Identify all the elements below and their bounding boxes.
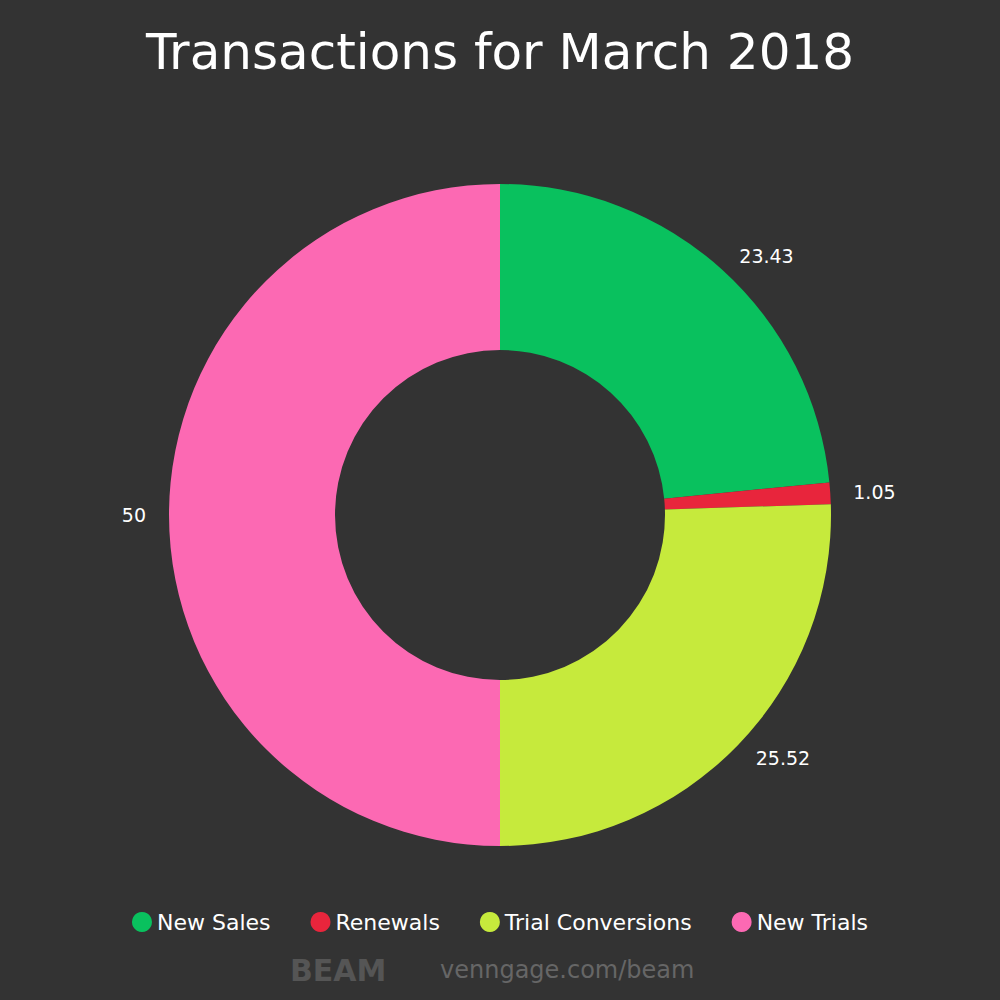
svg-text:1.05: 1.05 [853,481,895,503]
svg-text:BEAM: BEAM [290,953,386,988]
svg-text:Trial Conversions: Trial Conversions [504,910,692,935]
svg-text:venngage.com/beam: venngage.com/beam [440,956,694,984]
svg-text:New Trials: New Trials [757,910,868,935]
svg-text:Transactions for March 2018: Transactions for March 2018 [145,23,854,81]
svg-text:50: 50 [122,504,146,526]
svg-text:25.52: 25.52 [756,747,810,769]
svg-text:Renewals: Renewals [336,910,440,935]
svg-text:New Sales: New Sales [157,910,271,935]
svg-text:23.43: 23.43 [739,245,793,267]
